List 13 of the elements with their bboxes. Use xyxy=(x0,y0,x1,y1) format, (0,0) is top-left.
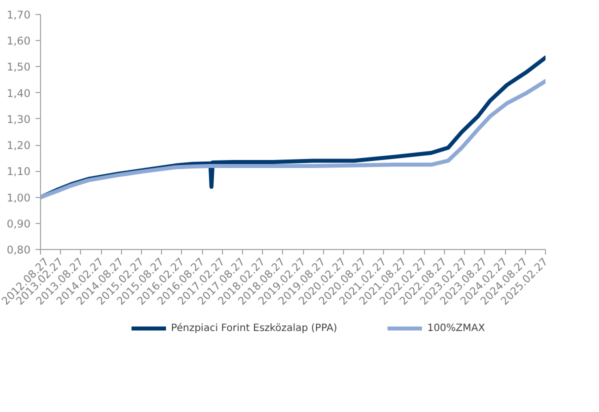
y-tick-label: 0,80 xyxy=(6,244,31,256)
y-tick-label: 0,90 xyxy=(6,217,31,230)
y-tick-label: 1,50 xyxy=(6,60,31,74)
y-tick-label: 1,40 xyxy=(6,86,31,100)
y-tick-label: 1,00 xyxy=(6,191,31,204)
y-tick-label: 1,20 xyxy=(6,139,31,152)
y-tick-label: 1,10 xyxy=(6,165,31,178)
legend-label: 100%ZMAX xyxy=(427,322,485,334)
y-tick-label: 1,70 xyxy=(6,8,31,22)
line-series xyxy=(40,79,546,200)
y-tick-label: 1,30 xyxy=(6,112,31,126)
legend-label: Pénzpiaci Forint Eszközalap (PPA) xyxy=(171,322,338,334)
y-tick-label: 1,60 xyxy=(6,34,31,48)
